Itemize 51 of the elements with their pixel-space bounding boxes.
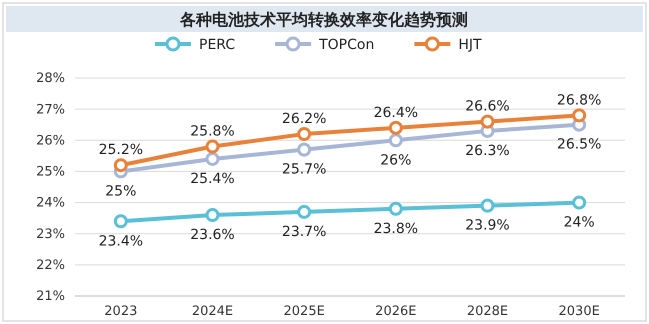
point (388, 133, 403, 148)
data-label: 23.8% (374, 220, 418, 237)
x-tick-label: 2023 (104, 304, 138, 320)
data-label: 23.9% (465, 218, 510, 234)
point (114, 214, 128, 228)
data-label: 26.5% (556, 136, 602, 153)
point (480, 114, 494, 129)
y-tick-label: 23% (36, 226, 65, 242)
data-label: 26% (380, 152, 412, 168)
point (480, 198, 494, 213)
data-label: 26.2% (282, 111, 326, 128)
x-tick-label: 2025E (284, 304, 325, 320)
point (572, 196, 586, 210)
point (388, 202, 403, 216)
point (388, 120, 403, 135)
point (297, 127, 312, 142)
data-label: 26.3% (465, 142, 510, 159)
data-label: 26.8% (556, 92, 602, 108)
data-label: 25.4% (190, 170, 235, 187)
legend-label: TOPCon (318, 37, 374, 53)
point (297, 204, 312, 219)
legend-label: HJT (458, 37, 482, 53)
data-label: 25% (105, 183, 136, 200)
legend-label: PERC (199, 37, 236, 53)
data-label: 23.7% (282, 224, 326, 240)
data-label: 26.6% (465, 98, 510, 115)
data-label: 25.2% (98, 142, 144, 158)
x-tick-label: 2024E (192, 304, 234, 320)
y-tick-label: 24% (36, 196, 65, 211)
y-tick-label: 28% (36, 71, 65, 86)
x-tick-label: 2026E (375, 304, 416, 320)
point (572, 108, 586, 122)
point (206, 208, 220, 222)
data-label: 24% (564, 214, 595, 231)
point (114, 158, 128, 172)
data-label: 23.4% (98, 233, 144, 250)
y-tick-label: 26% (36, 133, 65, 148)
x-tick-label: 2030E (558, 304, 600, 320)
x-tick-label: 2028E (466, 304, 508, 320)
point (297, 142, 312, 157)
data-label: 25.7% (282, 162, 326, 178)
data-label: 23.6% (190, 227, 235, 244)
data-label: 26.4% (374, 104, 418, 121)
data-label: 25.8% (190, 124, 235, 140)
point (206, 152, 220, 166)
point (206, 140, 220, 154)
chart-title: 各种电池技术平均转换效率变化趋势预测 (179, 10, 468, 29)
y-tick-label: 22% (36, 258, 65, 274)
y-tick-label: 27% (36, 102, 65, 118)
y-tick-label: 25% (36, 164, 65, 180)
y-tick-label: 21% (36, 289, 65, 304)
